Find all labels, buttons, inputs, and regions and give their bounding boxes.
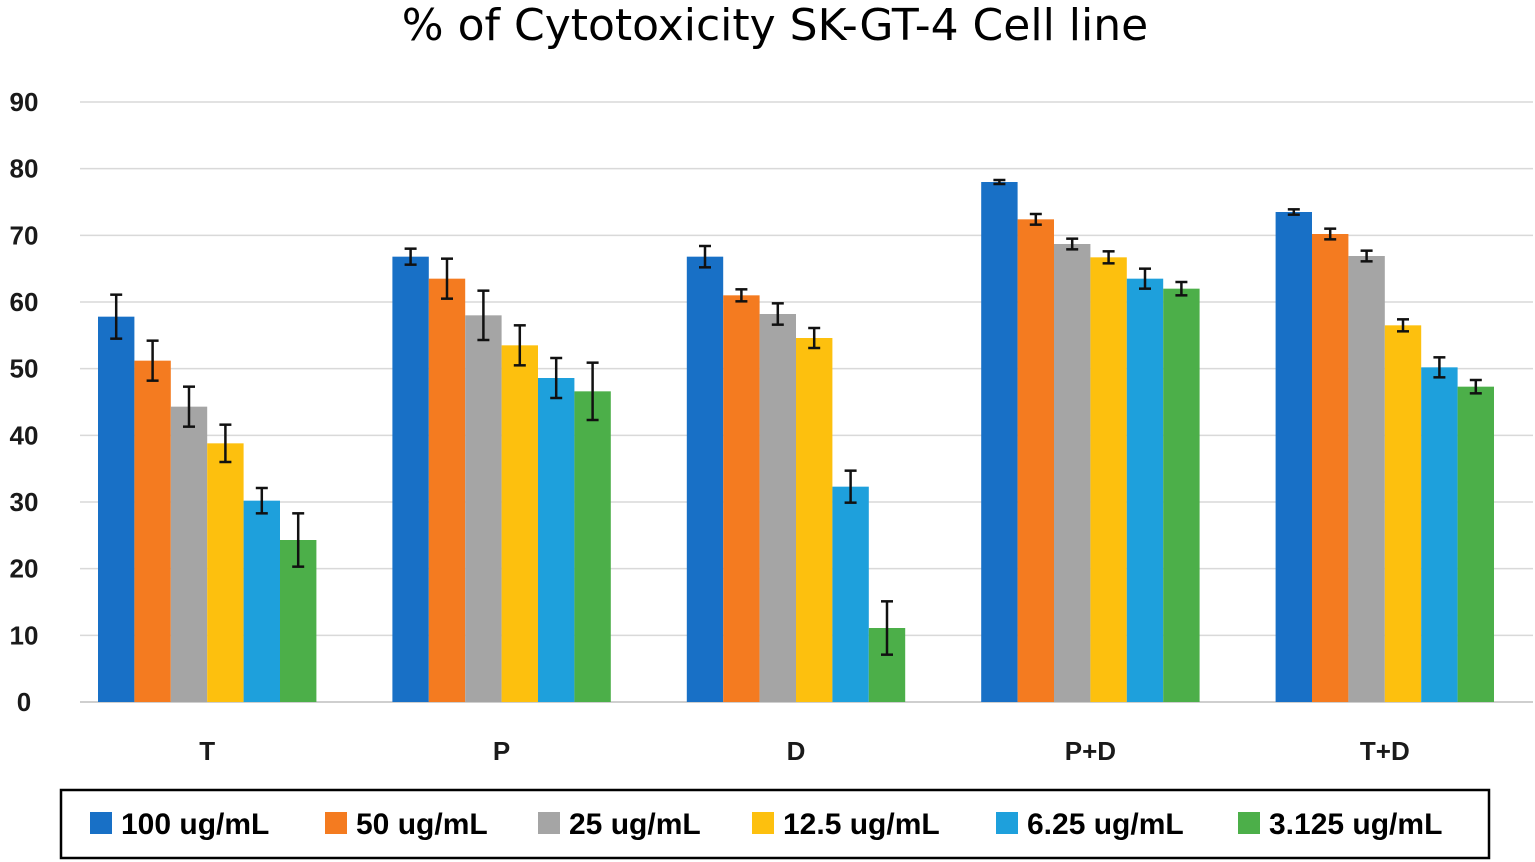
- bar: [1126, 278, 1164, 702]
- bar: [1275, 212, 1312, 702]
- legend: 100 ug/mL 50 ug/mL 25 ug/mL 12.5 ug/mL 6.25 …: [59, 788, 1491, 860]
- bar: [207, 443, 244, 702]
- y-tick-label: 0: [17, 687, 31, 717]
- y-tick-label: 80: [10, 154, 39, 184]
- bar: [1384, 325, 1422, 702]
- y-tick-label: 50: [10, 354, 39, 384]
- bar: [723, 295, 760, 702]
- bar: [796, 338, 833, 702]
- y-tick-label: 60: [10, 287, 39, 317]
- error-bars: [110, 178, 1482, 656]
- bar: [1163, 288, 1200, 702]
- bar: [981, 182, 1018, 702]
- bar: [1312, 234, 1349, 702]
- x-axis-ticks: T P D P+D T+D: [199, 736, 1409, 766]
- chart-title: % of Cytotoxicity SK-GT-4 Cell line: [402, 0, 1148, 51]
- x-tick-label: T: [199, 736, 215, 766]
- legend-label: 3.125 ug/mL: [1269, 808, 1442, 841]
- bar: [1348, 256, 1385, 702]
- bar: [686, 256, 724, 702]
- bar: [134, 360, 171, 702]
- legend-swatch: [90, 812, 112, 834]
- bar: [465, 315, 502, 702]
- legend-label: 25 ug/mL: [569, 808, 701, 841]
- y-tick-label: 10: [10, 620, 39, 650]
- x-tick-label: P+D: [1065, 736, 1116, 766]
- bar: [1421, 367, 1458, 702]
- bar: [501, 345, 538, 702]
- bar: [1090, 257, 1127, 702]
- legend-label: 50 ug/mL: [356, 808, 488, 841]
- legend-swatch: [996, 812, 1018, 834]
- bar: [170, 406, 208, 702]
- bar: [1017, 219, 1054, 703]
- legend-swatch: [752, 812, 774, 834]
- legend-label: 6.25 ug/mL: [1027, 808, 1184, 841]
- y-tick-label: 70: [10, 220, 39, 250]
- y-tick-label: 90: [10, 87, 39, 117]
- y-tick-label: 40: [10, 420, 39, 450]
- bar: [428, 278, 466, 702]
- x-tick-label: T+D: [1360, 736, 1410, 766]
- legend-swatch: [325, 812, 347, 834]
- bar: [392, 256, 429, 702]
- bar: [538, 378, 575, 702]
- y-axis-ticks: 0 10 20 30 40 50 60 70 80 90: [10, 87, 39, 717]
- y-tick-label: 20: [10, 554, 39, 584]
- legend-swatch: [538, 812, 560, 834]
- x-tick-label: D: [787, 736, 806, 766]
- bar: [574, 391, 611, 702]
- bar: [1054, 244, 1091, 702]
- legend-label: 12.5 ug/mL: [783, 808, 940, 841]
- y-tick-label: 30: [10, 487, 39, 517]
- legend-swatch: [1238, 812, 1260, 834]
- bar: [243, 500, 280, 702]
- x-tick-label: P: [493, 736, 510, 766]
- legend-frame: [59, 788, 1491, 860]
- bar: [1457, 386, 1494, 702]
- bars: [98, 182, 1494, 703]
- bar: [832, 486, 869, 702]
- legend-label: 100 ug/mL: [121, 808, 269, 841]
- bar: [759, 314, 796, 702]
- bar: [98, 316, 135, 702]
